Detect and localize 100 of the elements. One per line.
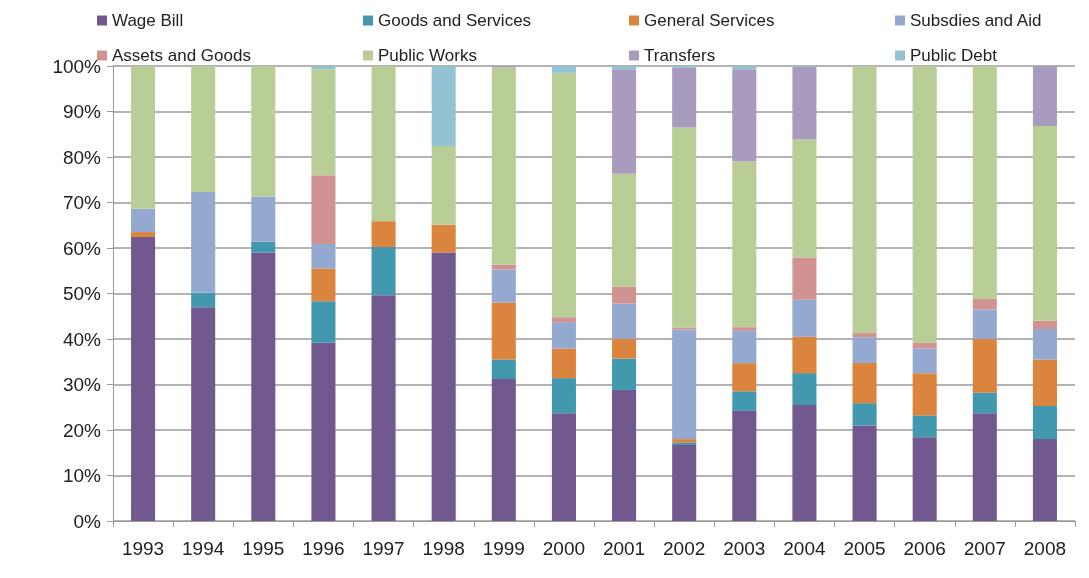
bar	[551, 378, 576, 414]
bar	[912, 348, 937, 374]
bar	[311, 69, 336, 176]
bar	[1032, 359, 1057, 406]
bar	[491, 302, 516, 360]
bar	[612, 173, 637, 287]
legend-label: Public Debt	[910, 46, 998, 65]
bar	[852, 403, 877, 426]
bar	[371, 66, 396, 222]
x-tick-label: 1995	[242, 538, 285, 559]
x-tick-label: 1996	[302, 538, 345, 559]
bar	[792, 404, 817, 521]
bar	[792, 66, 817, 140]
x-tick-label: 1999	[482, 538, 525, 559]
bar	[551, 317, 576, 323]
y-tick-label: 0%	[73, 510, 102, 532]
bar	[431, 252, 456, 521]
bar	[672, 127, 697, 328]
legend-label: Transfers	[644, 46, 716, 65]
x-tick-label: 2003	[723, 538, 766, 559]
bar	[612, 303, 637, 339]
bar	[732, 363, 757, 392]
bar	[491, 379, 516, 521]
x-tick-label: 1998	[422, 538, 465, 559]
bar	[551, 322, 576, 349]
x-tick-label: 1997	[362, 538, 405, 559]
bar	[191, 292, 216, 308]
bar	[1032, 439, 1057, 521]
bar	[1032, 405, 1057, 440]
bar	[792, 139, 817, 258]
bar	[852, 66, 877, 334]
x-tick-label: 2007	[963, 538, 1006, 559]
legend-label: Subsdies and Aid	[910, 11, 1042, 30]
bar	[191, 307, 216, 521]
bar	[431, 224, 456, 253]
bar	[551, 66, 576, 73]
bar	[852, 337, 877, 364]
bar	[672, 329, 697, 440]
x-tick-label: 1993	[121, 538, 165, 559]
bar	[612, 66, 637, 70]
y-tick-label: 100%	[52, 55, 102, 77]
bar	[732, 161, 757, 328]
bar	[491, 269, 516, 303]
x-tick-label: 2008	[1023, 538, 1067, 559]
bar	[612, 339, 637, 359]
x-tick-label: 2002	[663, 538, 706, 559]
bar	[672, 67, 697, 128]
bar	[972, 66, 997, 299]
y-tick-label: 30%	[62, 374, 102, 395]
bar	[912, 342, 937, 349]
y-tick-label: 40%	[62, 328, 102, 350]
y-tick-label: 90%	[62, 101, 102, 122]
bar	[1032, 126, 1057, 321]
bar	[792, 373, 817, 405]
y-tick-label: 70%	[62, 192, 102, 213]
bar	[852, 425, 877, 521]
bar	[732, 66, 757, 70]
legend-label: Wage Bill	[112, 11, 184, 30]
bar	[732, 69, 757, 162]
x-tick-label: 2004	[783, 538, 826, 559]
bar	[311, 66, 336, 70]
bar	[251, 252, 276, 521]
y-tick-label: 80%	[62, 146, 102, 168]
y-tick-label: 50%	[62, 283, 102, 304]
bar	[1032, 320, 1057, 329]
x-tick-label: 2000	[542, 538, 586, 559]
bar	[732, 327, 757, 331]
bar	[131, 208, 156, 233]
bar	[431, 66, 456, 147]
bar	[311, 175, 336, 244]
bar	[371, 295, 396, 521]
bar	[491, 359, 516, 380]
legend-label: Goods and Services	[378, 11, 532, 30]
bar	[131, 66, 156, 209]
bar	[672, 445, 697, 521]
bar	[792, 336, 817, 374]
bar	[491, 67, 516, 265]
bar	[551, 413, 576, 521]
bar	[311, 301, 336, 343]
y-tick-label: 10%	[62, 465, 102, 486]
x-tick-label: 2006	[903, 538, 946, 559]
bar	[1032, 328, 1057, 360]
bar	[912, 66, 937, 343]
bar	[371, 247, 396, 296]
bar	[371, 221, 396, 248]
x-tick-label: 2005	[843, 538, 886, 559]
bar	[131, 237, 156, 521]
bar	[251, 196, 276, 242]
bar	[1032, 66, 1057, 127]
bar	[431, 146, 456, 225]
bar	[732, 410, 757, 521]
bar	[792, 257, 817, 300]
bar	[972, 413, 997, 521]
bar	[972, 392, 997, 414]
bar	[792, 299, 817, 337]
bar	[311, 268, 336, 302]
bar	[311, 342, 336, 521]
bar	[852, 333, 877, 338]
y-tick-label: 20%	[62, 419, 102, 441]
bar	[311, 243, 336, 269]
